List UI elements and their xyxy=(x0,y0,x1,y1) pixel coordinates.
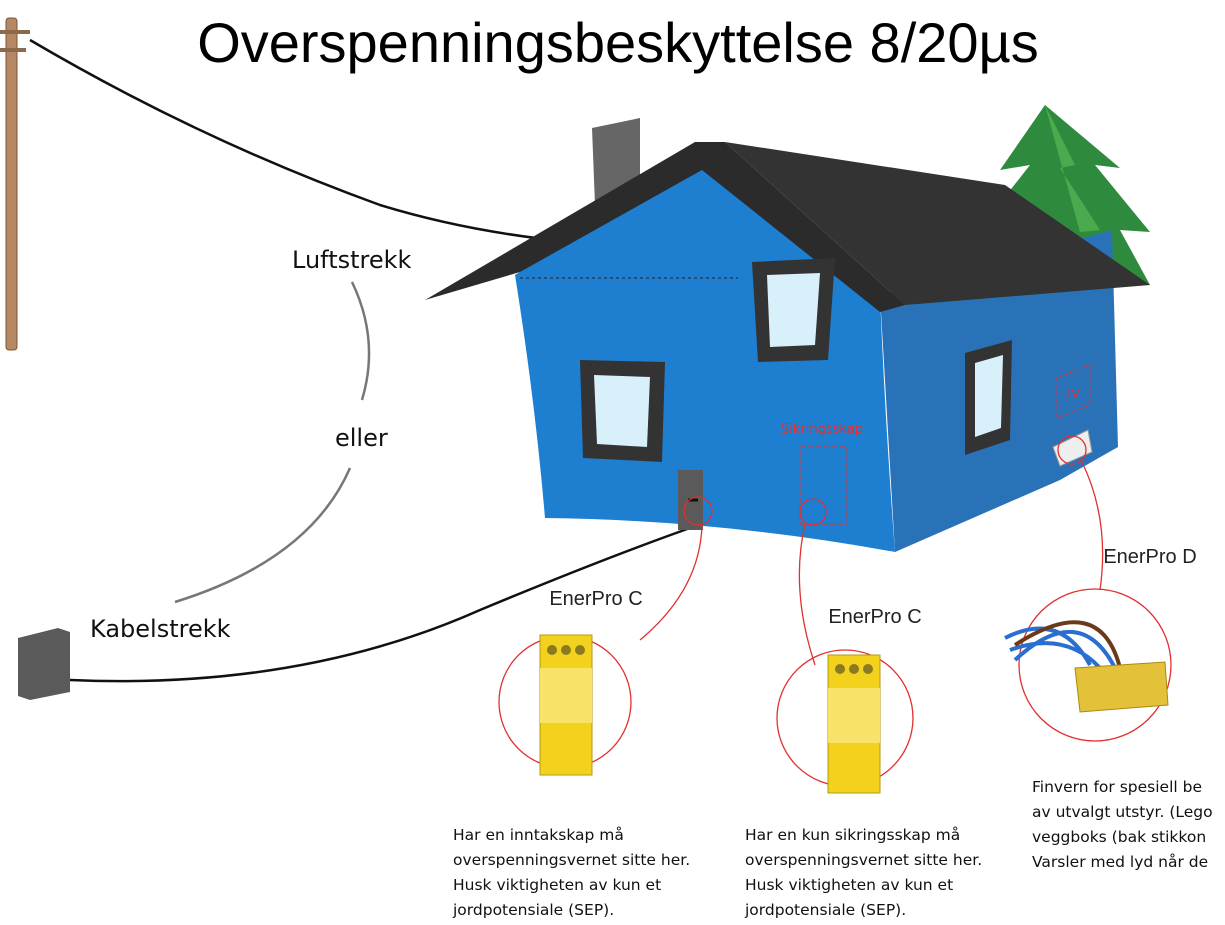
window xyxy=(580,360,665,462)
description-line: Har en kun sikringsskap må xyxy=(745,826,960,844)
description-line: Varsler med lyd når de xyxy=(1032,853,1208,871)
device-name: EnerPro C xyxy=(828,606,921,628)
description-line: Finvern for spesiell be xyxy=(1032,778,1202,796)
cable-cabinet xyxy=(18,628,70,700)
description-line: Har en inntakskap må xyxy=(453,826,624,844)
fuse-box-label: Sikringsskap xyxy=(781,422,863,437)
description-line: overspenningsvernet sitte her. xyxy=(745,851,982,869)
surge-device-c xyxy=(828,655,880,793)
tv-label: TV xyxy=(1063,387,1080,401)
device-name: EnerPro D xyxy=(1103,546,1196,568)
window xyxy=(752,258,835,362)
illustration: Overspenningsbeskyttelse 8/20µs Luftstre… xyxy=(0,0,1225,925)
description-line: jordpotensiale (SEP). xyxy=(744,901,906,919)
power-pole xyxy=(6,18,17,350)
device-name: EnerPro C xyxy=(549,588,642,610)
description-line: Husk viktigheten av kun et xyxy=(745,876,953,894)
window xyxy=(965,340,1012,455)
description-line: overspenningsvernet sitte her. xyxy=(453,851,690,869)
cable-label: Kabelstrekk xyxy=(90,615,231,643)
description-line: Husk viktigheten av kun et xyxy=(453,876,661,894)
description-line: av utvalgt utstyr. (Lego xyxy=(1032,803,1213,821)
pole-crossarm xyxy=(0,30,30,34)
description-line: veggboks (bak stikkon xyxy=(1032,828,1206,846)
or-label: eller xyxy=(335,424,388,452)
surge-device-c xyxy=(540,635,592,775)
title: Overspenningsbeskyttelse 8/20µs xyxy=(197,11,1039,74)
pole-crossarm xyxy=(0,48,26,52)
description-line: jordpotensiale (SEP). xyxy=(452,901,614,919)
overhead-label: Luftstrekk xyxy=(292,246,412,274)
